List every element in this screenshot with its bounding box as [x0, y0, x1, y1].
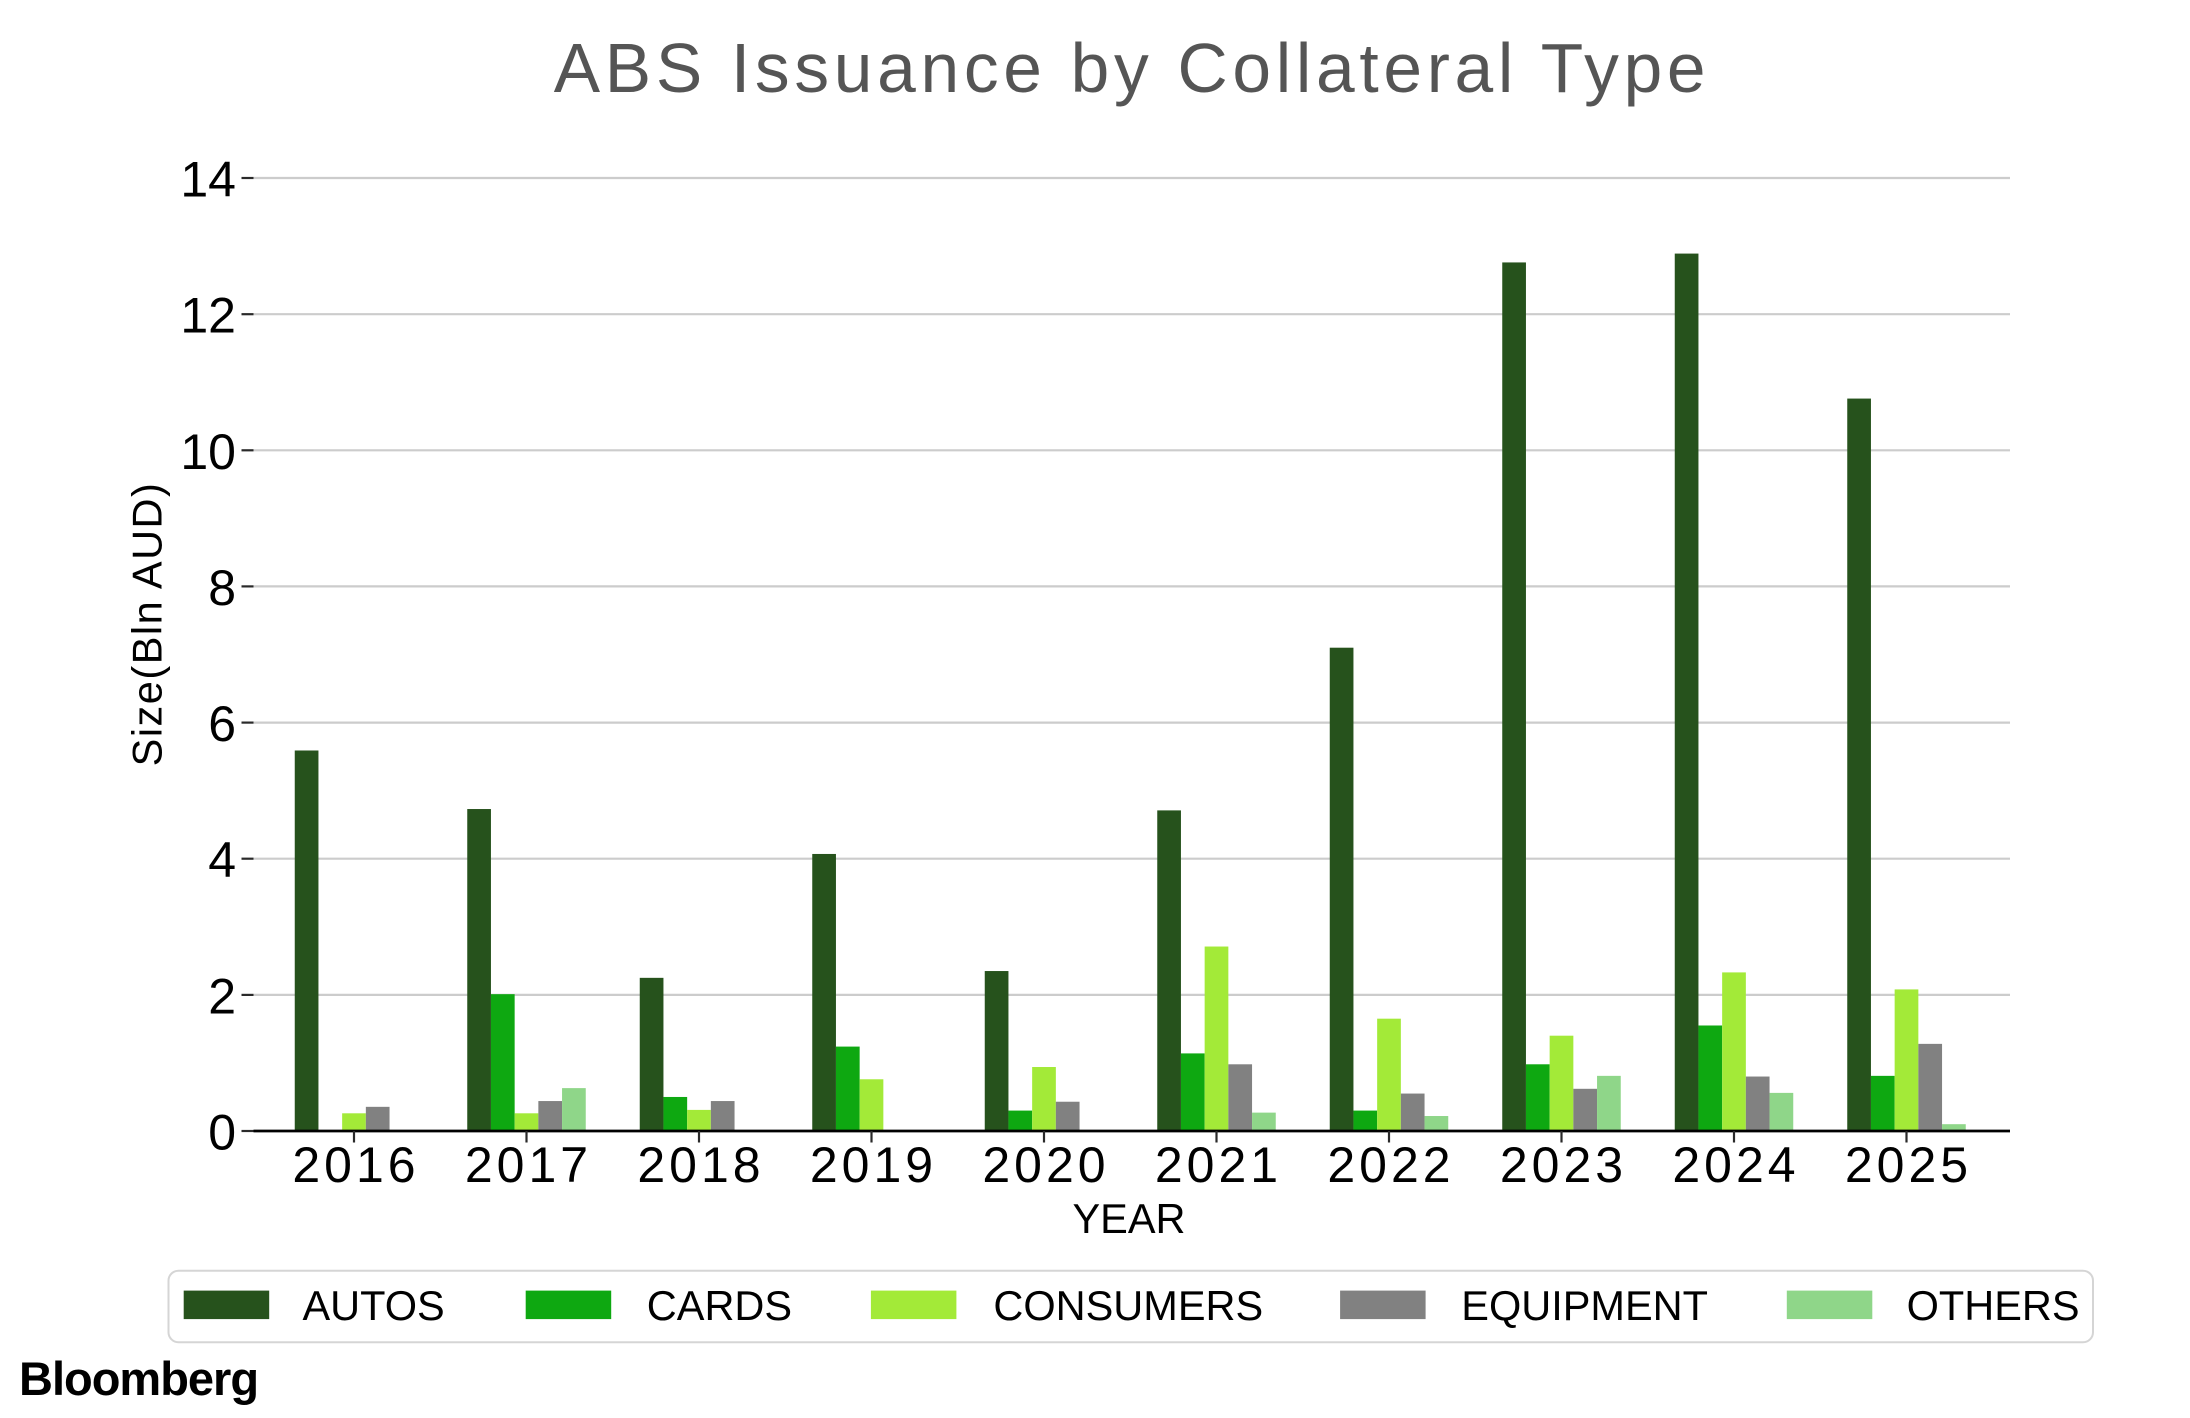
svg-text:2020: 2020	[982, 1137, 1109, 1193]
svg-text:8: 8	[208, 560, 236, 616]
svg-text:12: 12	[180, 288, 236, 344]
svg-text:2019: 2019	[810, 1137, 937, 1193]
svg-text:2017: 2017	[465, 1137, 592, 1193]
svg-text:2: 2	[208, 968, 236, 1024]
svg-text:2025: 2025	[1845, 1137, 1972, 1193]
svg-text:2016: 2016	[292, 1137, 419, 1193]
svg-text:CONSUMERS: CONSUMERS	[993, 1282, 1263, 1329]
svg-text:4: 4	[208, 832, 236, 888]
svg-text:10: 10	[180, 424, 236, 480]
svg-text:EQUIPMENT: EQUIPMENT	[1461, 1282, 1708, 1329]
svg-text:2023: 2023	[1500, 1137, 1627, 1193]
svg-text:6: 6	[208, 696, 236, 752]
svg-text:AUTOS: AUTOS	[303, 1282, 445, 1329]
svg-text:Size(Bln AUD): Size(Bln AUD)	[124, 482, 171, 767]
svg-text:2018: 2018	[637, 1137, 764, 1193]
svg-text:CARDS: CARDS	[647, 1282, 792, 1329]
svg-text:ABS Issuance by Collateral Typ: ABS Issuance by Collateral Type	[554, 29, 1711, 107]
svg-text:2021: 2021	[1155, 1137, 1282, 1193]
svg-text:14: 14	[180, 152, 236, 208]
svg-text:Bloomberg: Bloomberg	[19, 1352, 258, 1405]
svg-text:2024: 2024	[1672, 1137, 1799, 1193]
svg-text:2022: 2022	[1327, 1137, 1454, 1193]
svg-text:YEAR: YEAR	[1072, 1195, 1185, 1242]
svg-text:0: 0	[208, 1105, 236, 1161]
svg-text:OTHERS: OTHERS	[1907, 1282, 2080, 1329]
